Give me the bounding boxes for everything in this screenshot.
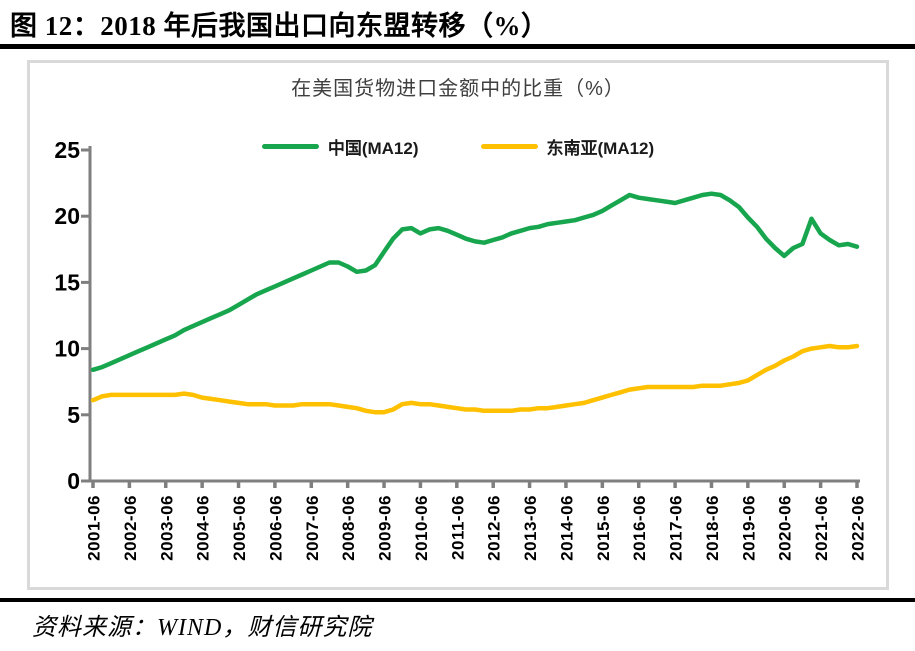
figure-title: 图 12：2018 年后我国出口向东盟转移（%） (10, 11, 549, 41)
bottom-rule (0, 598, 915, 602)
china-series-line (90, 191, 860, 373)
x-tick-label: 2003-06 (157, 495, 176, 561)
x-tick-label: 2018-06 (703, 495, 722, 561)
y-tick-label: 5 (67, 402, 80, 428)
source-note: 资料来源：WIND，财信研究院 (32, 615, 373, 641)
x-tick-label: 2010-06 (412, 495, 431, 561)
y-tick-label: 25 (54, 137, 80, 163)
y-tick-label: 0 (67, 468, 80, 494)
x-tick-label: 2006-06 (266, 495, 285, 561)
x-tick-label: 2002-06 (121, 495, 140, 561)
x-tick-label: 2004-06 (194, 495, 213, 561)
x-tick-label: 2021-06 (812, 495, 831, 561)
top-rule (0, 44, 915, 49)
x-tick-label: 2013-06 (521, 495, 540, 561)
x-tick-label: 2005-06 (230, 495, 249, 561)
chart-title: 在美国货物进口金额中的比重（%） (291, 78, 625, 100)
x-tick-label: 2017-06 (667, 495, 686, 561)
x-tick-label: 2012-06 (485, 495, 504, 561)
china-line-swatch (261, 144, 319, 149)
x-tick-label: 2014-06 (557, 495, 576, 561)
x-tick-label: 2011-06 (448, 495, 467, 560)
y-tick-label: 10 (54, 336, 80, 362)
x-tick-label: 2022-06 (849, 495, 868, 561)
legend-label-sea: 东南亚(MA12) (546, 139, 655, 158)
sea-line-swatch (480, 144, 538, 149)
y-tick-label: 20 (54, 203, 80, 229)
chart-panel: 在美国货物进口金额中的比重（%） 中国(MA12) 东南亚(MA12) 0 5 10… (27, 60, 889, 590)
x-tick-label: 2019-06 (739, 495, 758, 561)
legend-label-china: 中国(MA12) (327, 139, 419, 158)
y-tick-label: 15 (54, 269, 80, 295)
legend-item-sea: 东南亚(MA12) (480, 134, 655, 159)
x-tick-label: 2001-06 (85, 495, 104, 561)
x-tick-label: 2020-06 (776, 495, 795, 561)
legend: 中国(MA12) 东南亚(MA12) (30, 134, 886, 159)
legend-item-china: 中国(MA12) (261, 134, 419, 159)
x-tick-label: 2007-06 (303, 495, 322, 561)
x-tick-label: 2016-06 (630, 495, 649, 561)
plot: 0 5 10 15 20 25 2001-06 2002-06 2003-06 2004-06 20… (54, 137, 868, 561)
x-tick-label: 2008-06 (339, 495, 358, 561)
sea-series-line (90, 343, 860, 415)
x-tick-label: 2009-06 (376, 495, 395, 561)
x-tick-label: 2015-06 (594, 495, 613, 561)
